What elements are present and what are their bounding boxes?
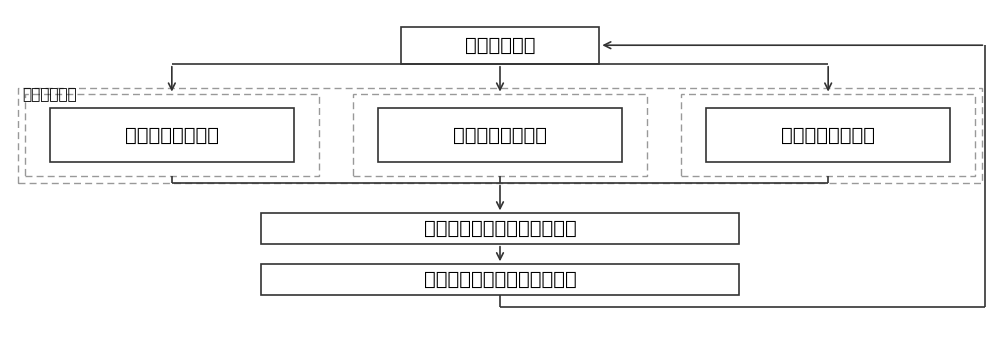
Text: 波形个体评价指标及对应波形: 波形个体评价指标及对应波形: [424, 219, 576, 238]
Bar: [18, 88, 982, 183]
Text: 按照波形个体指标进行重采样: 按照波形个体指标进行重采样: [424, 270, 576, 289]
Bar: [353, 95, 647, 176]
Bar: [681, 95, 975, 176]
Bar: [401, 27, 599, 64]
Text: 序列优化投影机制: 序列优化投影机制: [781, 126, 875, 145]
Text: 波形集合构造: 波形集合构造: [465, 36, 535, 55]
Text: 序列优化投影机制: 序列优化投影机制: [125, 126, 219, 145]
Bar: [25, 95, 319, 176]
Text: 并行运算单元: 并行运算单元: [23, 87, 77, 102]
Text: 序列优化投影机制: 序列优化投影机制: [453, 126, 547, 145]
Bar: [50, 108, 294, 162]
Bar: [261, 264, 739, 295]
Bar: [706, 108, 950, 162]
Bar: [378, 108, 622, 162]
Bar: [261, 213, 739, 244]
